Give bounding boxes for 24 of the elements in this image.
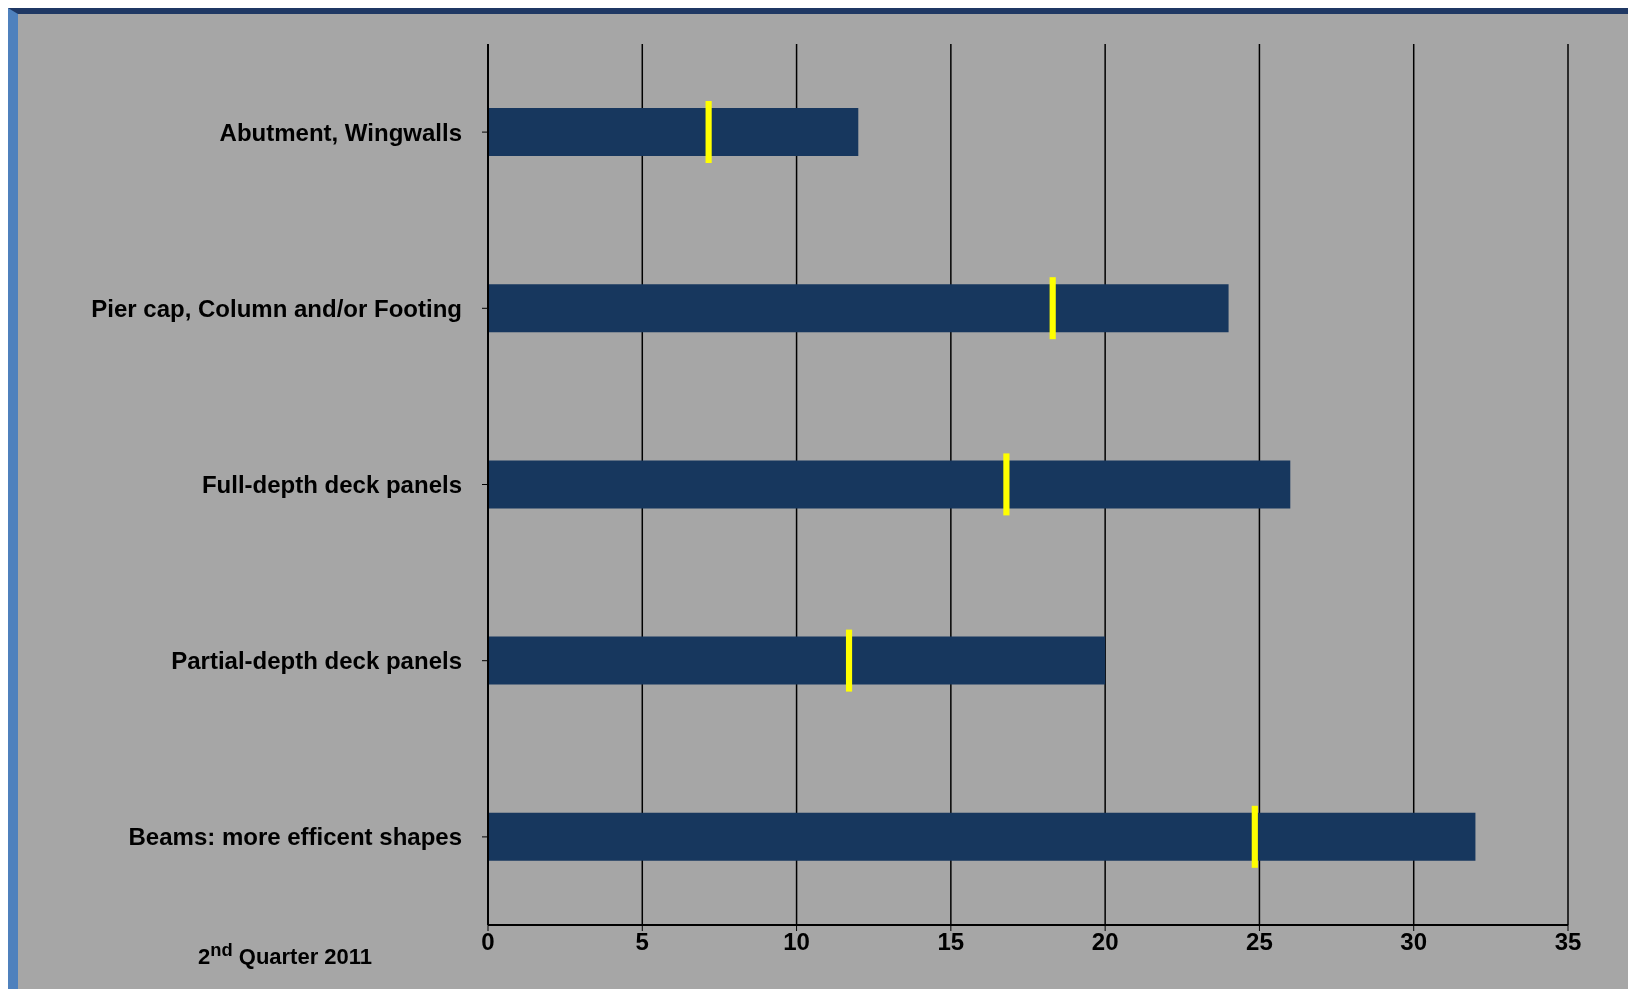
- bar: [488, 636, 1106, 685]
- y-tick-label: Abutment, Wingwalls: [219, 118, 462, 146]
- x-tick-label: 25: [1246, 928, 1273, 956]
- text: 2$^{nd}$ Quarter 2011: [198, 939, 373, 971]
- bar: [488, 460, 1291, 509]
- x-tick-label: 15: [937, 928, 965, 956]
- x-tick-label: 10: [783, 928, 810, 956]
- y-tick-label: Beams: more efficent shapes: [128, 823, 462, 851]
- bar: [488, 284, 1229, 333]
- bar: [845, 629, 853, 692]
- y-tick-label: Partial-depth deck panels: [171, 647, 462, 675]
- x-tick-label: 35: [1554, 928, 1582, 956]
- bar: [1251, 805, 1258, 868]
- bar: [1003, 453, 1010, 516]
- bar: [488, 812, 1476, 861]
- y-tick-label: Full-depth deck panels: [201, 471, 462, 499]
- x-tick-label: 30: [1400, 928, 1428, 956]
- bar: [488, 108, 859, 156]
- bar: [1049, 277, 1056, 340]
- x-tick-label: 0: [481, 928, 495, 956]
- y-tick-label: Pier cap, Column and/or Footing: [91, 294, 462, 322]
- x-tick-label: 5: [635, 928, 649, 956]
- bar: [705, 101, 712, 163]
- x-tick-label: 20: [1091, 928, 1119, 956]
